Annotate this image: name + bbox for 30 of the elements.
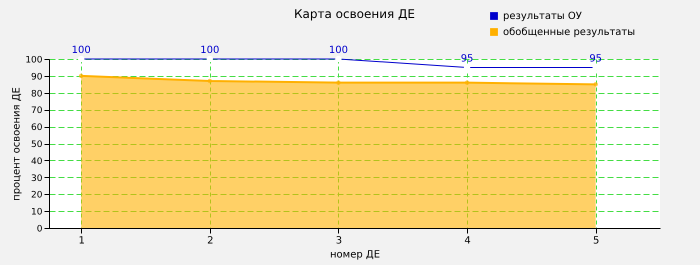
x-tick-label: 1 — [78, 236, 85, 246]
y-tick-label: 100 — [25, 56, 43, 66]
data-label: 95 — [460, 53, 474, 64]
y-axis-title: процент освоения ДЕ — [11, 87, 22, 201]
point — [593, 82, 598, 87]
data-label: 100 — [200, 45, 220, 56]
point — [464, 80, 470, 85]
point — [336, 80, 341, 85]
y-tick-label: 90 — [31, 72, 43, 82]
data-label: 100 — [328, 45, 348, 56]
y-tick-label: 40 — [31, 156, 43, 167]
x-tick-label: 4 — [464, 236, 471, 246]
x-tick-label: 2 — [207, 236, 214, 246]
chart-title: Карта освоения ДЕ — [294, 7, 416, 21]
legend-label: результаты ОУ — [503, 11, 582, 22]
point — [78, 74, 84, 78]
x-tick-label: 3 — [336, 236, 342, 246]
y-tick-label: 70 — [31, 106, 43, 116]
y-tick-label: 60 — [31, 123, 43, 134]
y-tick-label: 20 — [31, 190, 43, 201]
y-tick-label: 80 — [31, 89, 43, 100]
y-tick-label: 0 — [36, 224, 43, 234]
point — [208, 78, 212, 84]
y-tick-label: 50 — [31, 140, 43, 150]
y-tick-label: 10 — [31, 208, 43, 218]
data-label: 100 — [72, 45, 91, 56]
y-tick-label: 30 — [31, 174, 43, 184]
x-tick-label: 5 — [592, 236, 600, 246]
legend-label: обобщенные результаты — [503, 27, 636, 38]
x-axis-title: номер ДЕ — [330, 250, 380, 260]
